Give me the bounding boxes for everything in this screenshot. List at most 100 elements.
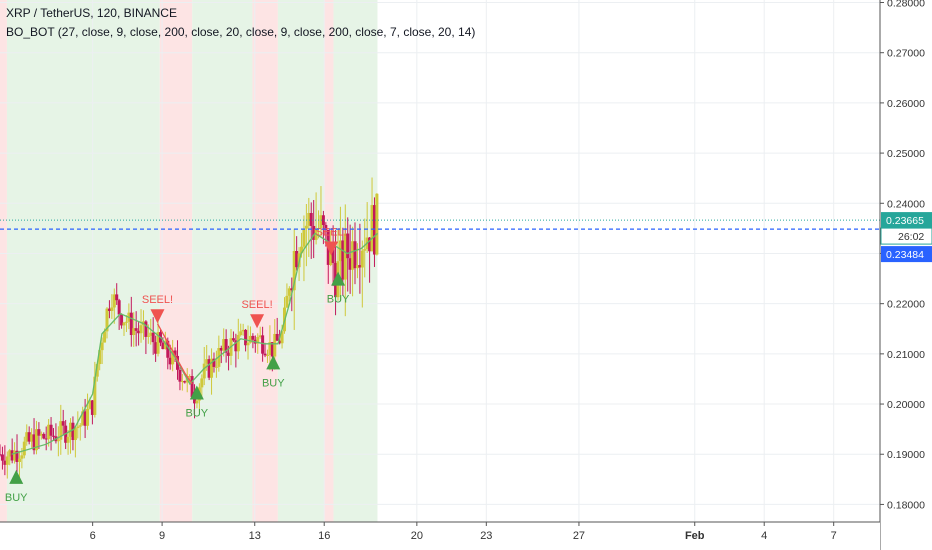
candle [263, 353, 267, 356]
candle [30, 434, 34, 442]
candle [287, 288, 291, 296]
candle [241, 329, 245, 332]
price-tick-label: 0.28000 [887, 0, 925, 10]
candle [93, 376, 97, 415]
background-zones [0, 0, 378, 522]
candle [346, 233, 350, 259]
candle [134, 328, 138, 331]
time-tick-label: Feb [685, 530, 705, 542]
candle [360, 250, 364, 268]
zone-bull [6, 0, 160, 522]
candle [261, 335, 265, 354]
price-axis-bg [880, 0, 932, 550]
time-axis-bg [0, 522, 880, 550]
candle [61, 421, 65, 426]
candle [321, 215, 325, 225]
candle [224, 339, 228, 353]
candle [183, 381, 187, 383]
last-price-tag [881, 212, 932, 229]
candle [195, 400, 199, 404]
candle [173, 350, 177, 356]
candle [278, 340, 282, 344]
candle [290, 288, 294, 291]
candle [258, 335, 262, 338]
candle [39, 433, 43, 436]
candle [49, 424, 53, 436]
signals: BUY SEEL! BUY SEEL! BUY SEEL! BUY [5, 226, 350, 503]
candle [251, 335, 255, 340]
candle [144, 321, 148, 337]
candle [88, 400, 92, 409]
moving-average-line [11, 232, 378, 455]
candle [370, 205, 374, 252]
candle [363, 249, 367, 251]
candle [178, 369, 182, 382]
candle [227, 352, 231, 356]
zone-bear [252, 0, 278, 522]
zone-bear [159, 0, 193, 522]
candle [66, 436, 70, 443]
candle [212, 358, 216, 367]
last-price-value: 0.23665 [886, 215, 924, 227]
candle [319, 215, 323, 229]
candle [312, 225, 316, 240]
candle [13, 450, 17, 461]
price-tick-label: 0.18000 [887, 499, 925, 511]
candle [5, 456, 9, 465]
candle [107, 308, 111, 311]
candle [44, 438, 48, 440]
candle [273, 333, 277, 357]
candle [188, 376, 192, 378]
candle [270, 342, 274, 357]
candle [248, 335, 252, 343]
candle [32, 434, 36, 451]
candle [56, 439, 60, 442]
candle [202, 363, 206, 379]
candle [47, 424, 51, 439]
candle [239, 331, 243, 336]
zone-bull [277, 0, 325, 522]
candle [37, 429, 41, 436]
candle [161, 342, 165, 350]
candle [280, 331, 284, 344]
candle [256, 337, 260, 344]
candle [343, 233, 347, 280]
candle [42, 433, 46, 439]
candle [117, 300, 121, 315]
blue-price-value: 0.23484 [886, 249, 924, 261]
buy-signal-label: BUY [327, 294, 350, 306]
candle [10, 450, 14, 461]
time-tick-label: 6 [90, 530, 96, 542]
candle [358, 265, 362, 268]
candle [231, 338, 235, 341]
candle [81, 411, 85, 426]
time-tick-label: 13 [249, 530, 261, 542]
candle [83, 411, 87, 426]
indicator-legend[interactable]: BO_BOT (27, close, 9, close, 200, close,… [6, 25, 476, 39]
candle [368, 237, 372, 252]
candle [98, 350, 102, 365]
candle [100, 342, 104, 351]
candle [210, 358, 214, 378]
candle [214, 366, 218, 368]
time-tick-label: 9 [159, 530, 165, 542]
buy-signal-marker [331, 271, 346, 286]
candle [268, 342, 272, 355]
candle [234, 340, 238, 352]
price-tick-label: 0.21000 [887, 349, 925, 361]
candle [156, 332, 160, 354]
time-tick-label: 4 [761, 530, 767, 542]
candle [90, 400, 94, 415]
candle [244, 329, 248, 346]
candle [137, 330, 141, 334]
candle [0, 454, 4, 461]
candle [15, 450, 19, 462]
sell-signal-marker [324, 241, 339, 256]
candle [73, 428, 77, 441]
candle [168, 357, 172, 365]
candle [163, 340, 167, 350]
price-tick-label: 0.22000 [887, 299, 925, 311]
candle [25, 432, 29, 442]
candle [110, 307, 114, 311]
